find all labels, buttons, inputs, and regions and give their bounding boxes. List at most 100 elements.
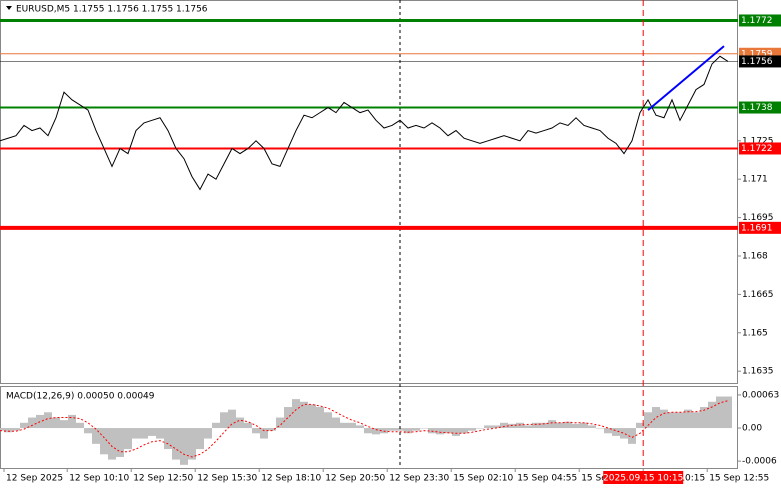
level-label-bg <box>739 14 781 27</box>
macd-bar <box>28 417 36 429</box>
macd-bar <box>116 428 124 457</box>
level-label: 1.1691 <box>741 223 773 233</box>
x-tick-label: 12 Sep 15:30 <box>197 474 257 484</box>
cursor-label: 2025.09.15 10:15 <box>603 474 683 484</box>
level-label: 1.1738 <box>741 103 773 113</box>
level-label-bg <box>739 55 781 68</box>
macd-bar <box>364 428 372 434</box>
y-tick-label: 1.1635 <box>742 367 774 377</box>
macd-bar <box>460 428 468 434</box>
macd-bar <box>188 428 196 460</box>
macd-bar <box>316 407 324 429</box>
macd-bar <box>652 407 660 429</box>
macd-bar <box>684 409 692 429</box>
macd-bar <box>524 425 532 429</box>
symbol-icon <box>6 6 12 10</box>
macd-bar <box>724 396 732 429</box>
level-label: 1.1759 <box>741 49 773 59</box>
y-tick-label: 0.00 <box>742 424 762 434</box>
level-label: 1.1722 <box>741 144 773 154</box>
macd-bar <box>484 425 492 429</box>
level-label-bg <box>739 101 781 114</box>
macd-bar <box>516 422 524 429</box>
x-tick-label: 12 Sep 20:50 <box>325 474 385 484</box>
macd-bar <box>532 422 540 429</box>
macd-bar <box>356 425 364 429</box>
macd-bar <box>636 422 644 429</box>
macd-bar <box>412 428 420 431</box>
macd-bar <box>556 422 564 429</box>
y-tick-label: -0.0006 <box>742 457 777 467</box>
y-tick-label: 1.165 <box>742 328 768 338</box>
macd-bar <box>76 422 84 429</box>
macd-bar <box>4 428 12 433</box>
macd-bar <box>388 428 396 431</box>
macd-bar <box>148 428 156 436</box>
macd-bar <box>452 428 460 436</box>
macd-bar <box>84 428 92 434</box>
macd-bar <box>324 412 332 429</box>
macd-bar <box>468 428 476 431</box>
macd-bar <box>564 421 572 429</box>
trend-line <box>647 45 725 111</box>
macd-bar <box>172 428 180 460</box>
macd-bar <box>196 428 204 450</box>
macd-bar <box>124 428 132 450</box>
x-tick-label: 12 Sep 12:50 <box>133 474 193 484</box>
macd-bar <box>284 407 292 429</box>
macd-bar <box>708 401 716 429</box>
y-tick-label: 1.171 <box>742 175 768 185</box>
macd-bar <box>156 428 164 439</box>
macd-bar <box>596 428 604 429</box>
macd-bar <box>676 412 684 429</box>
macd-bar <box>572 423 580 429</box>
x-tick-label: 12 Sep 10:10 <box>69 474 129 484</box>
macd-bar <box>444 428 452 434</box>
macd-bar <box>52 417 60 429</box>
macd-bar <box>260 428 268 439</box>
price-line <box>0 55 729 191</box>
macd-bar <box>92 428 100 444</box>
macd-bar <box>12 428 20 431</box>
level-label: 1.1756 <box>741 57 773 67</box>
macd-bar <box>580 422 588 429</box>
macd-bar <box>644 412 652 429</box>
macd-bar <box>620 428 628 439</box>
macd-bar <box>476 428 484 429</box>
macd-bar <box>164 428 172 450</box>
cursor-label-bg <box>603 471 684 484</box>
macd-bar <box>348 422 356 429</box>
macd-bar <box>292 399 300 429</box>
y-tick-label: 1.1665 <box>742 290 774 300</box>
x-tick-label: 15 Sep 04:55 <box>517 474 577 484</box>
macd-bar <box>308 404 316 429</box>
macd-bar <box>236 417 244 429</box>
macd-bar <box>508 423 516 429</box>
macd-bar <box>492 425 500 429</box>
chart-title: EURUSD,M5 1.1755 1.1756 1.1755 1.1756 <box>16 5 208 15</box>
macd-bar <box>100 428 108 455</box>
macd-bar <box>540 422 548 429</box>
macd-bar <box>60 420 68 429</box>
x-tick-label: 15 Sep 12:55 <box>709 474 769 484</box>
macd-bar <box>548 420 556 429</box>
macd-bar <box>612 428 620 436</box>
price-frame <box>0 0 738 384</box>
y-tick-label: 1.1695 <box>742 213 774 223</box>
macd-bar <box>252 428 260 434</box>
macd-bar <box>220 412 228 429</box>
macd-bar <box>372 428 380 435</box>
macd-frame <box>0 386 738 469</box>
macd-bar <box>212 422 220 429</box>
macd-bar <box>660 409 668 429</box>
macd-bar <box>340 422 348 429</box>
macd-bar <box>700 407 708 429</box>
x-tick-label: 15 Sep 02:10 <box>453 474 513 484</box>
macd-bar <box>380 428 388 434</box>
macd-bar <box>268 428 276 431</box>
level-label-bg <box>739 142 781 155</box>
macd-bar <box>396 428 404 431</box>
macd-bar <box>204 428 212 439</box>
